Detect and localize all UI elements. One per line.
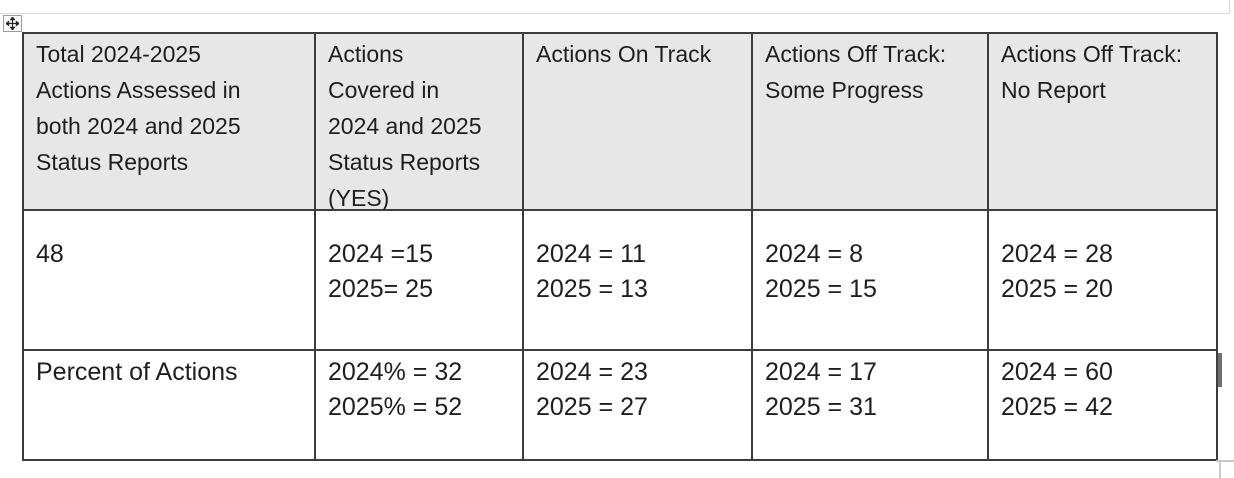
cell-text-line: 2024 = 23: [536, 358, 648, 386]
cell-some-progress-counts[interactable]: 2024 = 8 2025 = 15: [753, 211, 989, 351]
cell-no-report-percents[interactable]: 2024 = 60 2025 = 42: [989, 351, 1216, 459]
cell-text-line: 2024 and 2025: [328, 113, 482, 139]
cell-text-line: 2024 = 11: [536, 240, 647, 268]
cell-text-line: Actions On Track: [536, 41, 712, 67]
cell-covered-counts[interactable]: 2024 =15 2025= 25: [316, 211, 524, 351]
cell-text-line: Actions: [328, 41, 404, 67]
header-cell-off-track-no-report[interactable]: Actions Off Track: No Report: [989, 34, 1216, 211]
cell-text-line: Status Reports: [36, 149, 189, 175]
cell-text-line: 2024 = 17: [765, 358, 877, 386]
cell-on-track-percents[interactable]: 2024 = 23 2025 = 27: [524, 351, 753, 459]
header-cell-total-actions[interactable]: Total 2024-2025 Actions Assessed in both 2…: [24, 34, 316, 211]
cell-text-line: both 2024 and 2025: [36, 113, 241, 139]
cell-text-line: Actions Assessed in: [36, 77, 241, 103]
cell-text-line: Covered in: [328, 77, 440, 103]
header-cell-off-track-some-progress[interactable]: Actions Off Track: Some Progress: [753, 34, 989, 211]
row-resize-handle[interactable]: [1218, 353, 1222, 387]
gridline-bottom-right-vertical: [1219, 460, 1221, 478]
table-move-handle[interactable]: [3, 15, 22, 32]
text-boundary-line-top: [0, 13, 1229, 14]
cell-text-line: 2025 = 15: [765, 275, 877, 303]
cell-text-line: No Report: [1001, 77, 1106, 103]
header-cell-actions-covered[interactable]: Actions Covered in 2024 and 2025 Status Rep…: [316, 34, 524, 211]
cell-covered-percents[interactable]: 2024% = 32 2025% = 52: [316, 351, 524, 459]
cell-text-line: Status Reports: [328, 149, 481, 175]
header-cell-actions-on-track[interactable]: Actions On Track: [524, 34, 753, 211]
cell-text-line: 2025 = 20: [1001, 275, 1113, 303]
cell-text-line: Total 2024-2025: [36, 41, 201, 67]
cell-text-line: 2025 = 31: [765, 393, 877, 421]
cell-text-line: Percent of Actions: [36, 358, 238, 386]
cell-percent-label[interactable]: Percent of Actions: [24, 351, 316, 459]
cell-text-line: 2024 = 28: [1001, 240, 1113, 268]
cell-total-count[interactable]: 48: [24, 211, 316, 351]
status-report-actions-table: Total 2024-2025 Actions Assessed in both 2…: [22, 32, 1218, 461]
cell-text-line: Actions Off Track:: [1001, 41, 1183, 67]
cell-text-line: 2025= 25: [328, 275, 433, 303]
cell-text-line: 2024 =15: [328, 240, 433, 268]
cell-text-line: 2025 = 13: [536, 275, 648, 303]
move-cross-icon: [6, 17, 19, 30]
cell-text-line: 2024% = 32: [328, 358, 463, 386]
gridline-bottom-right-horizontal: [1216, 460, 1234, 462]
text-boundary-line-top-right: [1229, 0, 1230, 14]
cell-text-line: 2025 = 42: [1001, 393, 1113, 421]
cell-text-line: 2025% = 52: [328, 393, 463, 421]
cell-text-line: 2024 = 8: [765, 240, 864, 268]
cell-some-progress-percents[interactable]: 2024 = 17 2025 = 31: [753, 351, 989, 459]
cell-text-line: Some Progress: [765, 77, 924, 103]
cell-text-line: 48: [36, 240, 64, 268]
cell-text-line: Actions Off Track:: [765, 41, 947, 67]
cell-on-track-counts[interactable]: 2024 = 11 2025 = 13: [524, 211, 753, 351]
cell-text-line: (YES): [328, 185, 390, 211]
cell-text-line: 2024 = 60: [1001, 358, 1113, 386]
cell-no-report-counts[interactable]: 2024 = 28 2025 = 20: [989, 211, 1216, 351]
cell-text-line: 2025 = 27: [536, 393, 648, 421]
